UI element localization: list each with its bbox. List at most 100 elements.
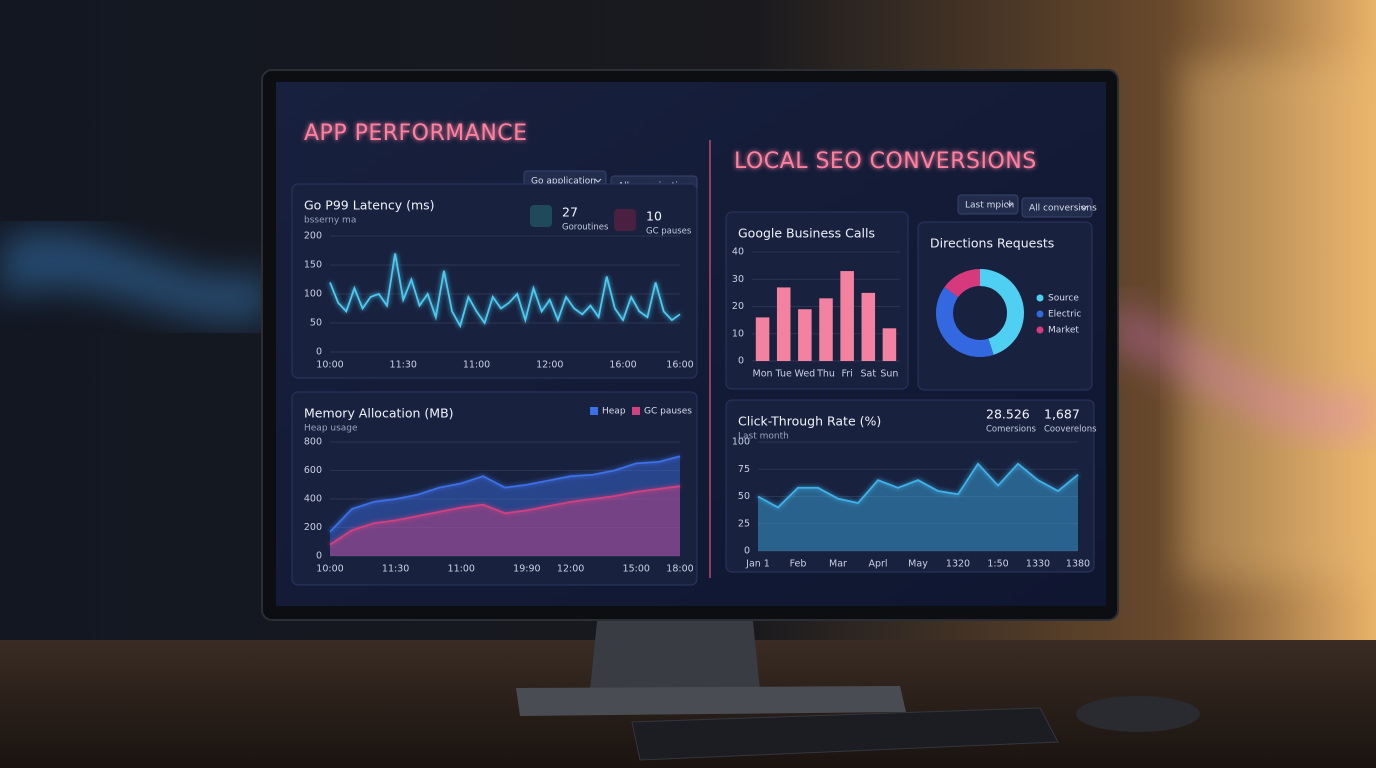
y-tick-label: 50	[310, 318, 322, 329]
light-wave	[1110, 300, 1376, 437]
area-fill	[758, 463, 1078, 551]
line	[757, 462, 1079, 509]
x-tick-label: 1320	[946, 559, 970, 570]
y-tick-label: 40	[732, 247, 744, 258]
chart-subtitle: bsserny ma	[304, 216, 356, 226]
y-tick-label: 50	[738, 491, 750, 502]
bar	[819, 298, 833, 361]
x-tick-label: May	[908, 559, 928, 570]
legend-swatch	[1036, 310, 1044, 318]
legend-swatch	[590, 407, 598, 415]
stat-value: 28.526	[986, 407, 1030, 422]
monitor-base	[516, 686, 906, 716]
line	[329, 253, 681, 329]
x-tick-label: 1330	[1026, 559, 1050, 570]
stat-value: 27	[562, 205, 578, 220]
x-tick-label: Jan 1	[745, 559, 770, 570]
legend-swatch	[1036, 326, 1044, 334]
bar	[840, 271, 854, 361]
light-wave	[0, 230, 270, 324]
x-tick-label: 11:30	[390, 360, 417, 371]
y-tick-label: 0	[316, 551, 322, 562]
dropdown-label[interactable]: Go application	[531, 177, 596, 187]
legend-label: Electric	[1048, 310, 1081, 320]
chevron	[1080, 205, 1088, 210]
line	[329, 455, 681, 533]
stat-value: 1,687	[1044, 407, 1080, 422]
area-fill	[330, 456, 680, 556]
mouse	[1076, 696, 1200, 732]
x-tick-label: 16:00	[666, 360, 693, 371]
x-tick-label: 19:90	[513, 564, 540, 575]
donut-slice	[936, 287, 994, 358]
legend-swatch	[1036, 294, 1044, 302]
chart-title: Directions Requests	[930, 236, 1054, 251]
x-tick-label: 11:00	[463, 360, 490, 371]
x-tick-label: 10:00	[316, 564, 343, 575]
card	[725, 399, 1095, 573]
chevron	[1006, 202, 1014, 207]
x-tick-label: Tue	[775, 369, 792, 380]
keyboard	[631, 707, 1059, 761]
x-tick-label: Mar	[829, 559, 847, 570]
x-tick-label: Sun	[880, 369, 898, 380]
stat-value: 10	[646, 209, 662, 224]
y-tick-label: 200	[304, 231, 322, 242]
x-tick-label: Aprl	[868, 559, 887, 570]
x-tick-label: 16:00	[609, 360, 636, 371]
x-tick-label: 12:00	[536, 360, 563, 371]
bar	[755, 317, 770, 361]
chart-subtitle: Heap usage	[304, 424, 358, 434]
stat-icon	[614, 209, 636, 231]
y-tick-label: 25	[738, 518, 750, 529]
x-tick-label: 10:00	[316, 360, 343, 371]
bar	[776, 287, 791, 361]
dropdown[interactable]	[957, 194, 1019, 215]
donut-slice	[944, 269, 980, 298]
x-tick-label: Sat	[860, 369, 876, 380]
bar	[882, 328, 897, 361]
card	[291, 391, 698, 586]
x-tick-label: Feb	[790, 559, 807, 570]
x-tick-label: Thu	[816, 369, 835, 380]
section-title: APP PERFORMANCE	[304, 121, 528, 146]
monitor-stand	[590, 612, 760, 690]
donut-slice	[980, 269, 1025, 355]
y-tick-label: 10	[732, 328, 744, 339]
stat-label: Cooverelons	[1044, 425, 1097, 435]
x-tick-label: 11:00	[448, 564, 475, 575]
x-tick-label: 18:00	[666, 564, 693, 575]
y-tick-label: 200	[304, 522, 322, 533]
x-tick-label: 12:00	[557, 564, 584, 575]
area-fill	[330, 486, 680, 556]
stat-label: GC pauses	[646, 227, 692, 237]
line	[329, 485, 681, 546]
x-tick-label: Wed	[794, 369, 815, 380]
legend-label: GC pauses	[644, 407, 692, 417]
y-tick-label: 400	[304, 494, 322, 505]
chart-title: Google Business Calls	[738, 226, 875, 241]
y-tick-label: 600	[304, 465, 322, 476]
chevron	[594, 178, 602, 183]
x-tick-label: 1:50	[987, 559, 1008, 570]
y-tick-label: 800	[304, 437, 322, 448]
chart-title: Go P99 Latency (ms)	[304, 198, 435, 213]
chart-title: Click-Through Rate (%)	[738, 414, 881, 429]
bar	[798, 309, 812, 361]
legend-swatch	[632, 407, 640, 415]
y-tick-label: 30	[732, 274, 744, 285]
y-tick-label: 100	[304, 289, 322, 300]
dropdown[interactable]	[1021, 197, 1093, 218]
y-tick-label: 150	[304, 260, 322, 271]
chart-subtitle: Last month	[738, 432, 789, 442]
legend-label: Heap	[602, 407, 626, 417]
y-tick-label: 0	[744, 546, 750, 557]
y-tick-label: 0	[316, 347, 322, 358]
dropdown-label[interactable]: All conversions	[1029, 204, 1097, 214]
legend-label: Source	[1048, 294, 1079, 304]
y-tick-label: 100	[732, 437, 750, 448]
y-tick-label: 75	[738, 464, 750, 475]
window-light	[1180, 60, 1376, 580]
dropdown-label[interactable]: Last mpich	[965, 201, 1014, 211]
